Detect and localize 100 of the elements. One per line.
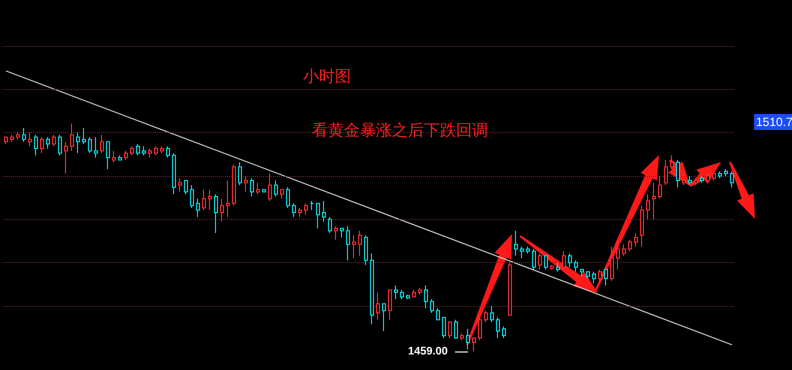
candlestick [280, 189, 284, 200]
candlestick [232, 164, 236, 206]
candlestick [250, 178, 254, 197]
candlestick [244, 175, 248, 192]
candlestick [496, 316, 500, 338]
text: 小时图 [303, 66, 351, 86]
candlestick [478, 316, 482, 341]
candlestick [382, 303, 386, 332]
candlestick [310, 200, 314, 211]
candlestick [274, 180, 278, 197]
candlestick [562, 250, 566, 270]
candlestick [526, 246, 530, 254]
candlestick [712, 173, 716, 182]
candlestick [268, 173, 272, 202]
candlestick [556, 262, 560, 272]
candlestick [190, 184, 194, 208]
candlestick [256, 182, 260, 195]
candlestick [412, 290, 416, 298]
candlestick [490, 306, 494, 322]
candlestick [352, 234, 356, 259]
candlestick [142, 146, 146, 156]
candlestick [10, 134, 14, 142]
candlestick [262, 189, 266, 192]
candlestick [364, 234, 368, 266]
candlestick [616, 239, 620, 270]
candlestick [448, 321, 452, 338]
candlestick [28, 132, 32, 147]
candlestick [22, 128, 26, 142]
candlestick [178, 178, 182, 192]
candlestick [586, 271, 590, 280]
candlestick [610, 246, 614, 282]
annotation: 看黄金暴涨之后下跌回调 [312, 120, 488, 140]
annotation: 1459.00 [408, 346, 448, 358]
candlestick [76, 132, 80, 154]
candlestick [664, 159, 668, 186]
candlestick [706, 173, 710, 184]
candlestick [640, 205, 644, 248]
candlestick [328, 216, 332, 234]
candlestick [388, 290, 392, 320]
candlestick [442, 316, 446, 338]
candlestick [184, 180, 188, 195]
candlestick [700, 175, 704, 184]
candlestick [574, 260, 578, 272]
candlestick [238, 162, 242, 186]
candlestick [532, 248, 536, 270]
candlestick [682, 173, 686, 186]
candlestick [580, 269, 584, 277]
text: 1510.7 [756, 115, 792, 129]
candlestick [124, 150, 128, 160]
candlestick [634, 232, 638, 248]
candlestick [436, 308, 440, 320]
candlestick [106, 141, 110, 170]
candlestick [46, 136, 50, 150]
candlestick [346, 226, 350, 261]
candlestick [460, 332, 464, 341]
candlestick [502, 326, 506, 338]
candlestick [148, 148, 152, 158]
candlestick [658, 175, 662, 200]
candlestick [88, 136, 92, 154]
candlestick [652, 182, 656, 220]
candlestick [430, 298, 434, 314]
candlestick [298, 207, 302, 218]
candlestick [334, 226, 338, 240]
candlestick [454, 319, 458, 338]
candlestick [466, 328, 470, 350]
candlestick [166, 146, 170, 158]
candlestick [70, 122, 74, 152]
candlestick [4, 136, 8, 144]
candlestick [688, 175, 692, 186]
candlestick [214, 194, 218, 234]
candlestick [544, 255, 548, 270]
candlestick [160, 146, 164, 154]
candlestick [376, 292, 380, 320]
candlestick [418, 287, 422, 296]
candlestick [304, 202, 308, 216]
candlestick [64, 141, 68, 174]
candlestick [568, 253, 572, 268]
candlestick [172, 152, 176, 195]
candlestick [694, 178, 698, 186]
candlestick [136, 143, 140, 156]
candlestick [82, 128, 86, 144]
candlestick [400, 290, 404, 300]
candlestick [676, 159, 680, 188]
candlestick [724, 168, 728, 176]
candlestick [16, 132, 20, 140]
candlestick [472, 337, 476, 352]
candlestick [592, 271, 596, 284]
candlestick [406, 294, 410, 300]
candlestick [154, 146, 158, 156]
candlestick [718, 170, 722, 179]
candlestick [100, 134, 104, 154]
candlestick [622, 244, 626, 256]
candlestick [628, 239, 632, 252]
candlestick [520, 246, 524, 259]
candlestick [94, 136, 98, 158]
candlestick [316, 202, 320, 229]
candlestick [340, 228, 344, 238]
candlestick [670, 154, 674, 170]
candlestick [118, 154, 122, 160]
candlestick [292, 202, 296, 218]
